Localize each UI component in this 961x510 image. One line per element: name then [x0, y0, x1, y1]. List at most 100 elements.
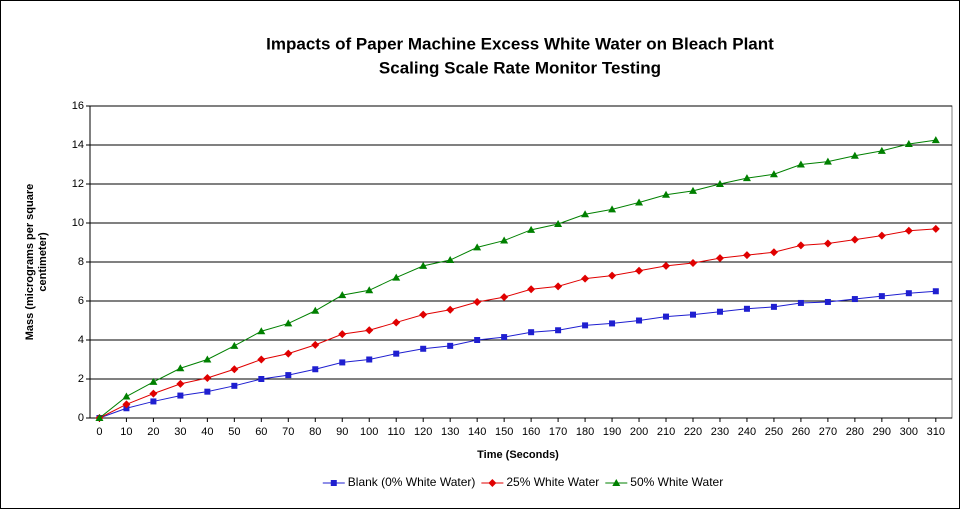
marker	[122, 400, 131, 409]
marker	[257, 355, 266, 364]
marker	[500, 236, 509, 244]
marker	[150, 398, 157, 405]
marker	[393, 350, 400, 357]
marker	[230, 341, 239, 349]
marker	[122, 392, 131, 400]
marker	[904, 140, 913, 148]
x-tick-label: 220	[684, 426, 702, 438]
marker	[284, 319, 293, 327]
marker	[285, 372, 292, 379]
x-tick-label: 240	[738, 426, 756, 438]
marker	[555, 327, 562, 334]
marker	[204, 388, 211, 395]
marker	[312, 366, 319, 373]
x-tick-label: 200	[630, 426, 648, 438]
x-tick-label: 280	[846, 426, 864, 438]
x-tick-label: 250	[765, 426, 783, 438]
marker	[769, 248, 778, 257]
marker	[527, 225, 536, 233]
marker	[662, 261, 671, 270]
x-tick-label: 190	[603, 426, 621, 438]
x-tick-label: 140	[468, 426, 486, 438]
y-tick-label: 14	[72, 139, 84, 151]
marker	[851, 296, 858, 303]
marker	[176, 379, 185, 388]
y-axis-label-line: centimeter)	[37, 232, 49, 292]
marker	[500, 293, 509, 302]
marker	[931, 136, 940, 144]
y-tick-label: 10	[72, 217, 84, 229]
marker	[339, 359, 346, 366]
marker	[473, 297, 482, 306]
marker	[905, 290, 912, 297]
marker	[662, 190, 671, 198]
marker	[823, 239, 832, 248]
marker	[850, 151, 859, 159]
series-line	[99, 139, 936, 419]
x-tick-label: 90	[336, 426, 348, 438]
x-tick-label: 0	[96, 426, 102, 438]
x-tick-label: 290	[873, 426, 891, 438]
legend: Blank (0% White Water) 25% White Water 50%…	[322, 475, 723, 489]
marker	[338, 291, 347, 299]
marker	[203, 374, 212, 383]
x-tick-label: 50	[228, 426, 240, 438]
marker	[769, 170, 778, 178]
marker	[932, 288, 939, 295]
x-tick-label: 170	[549, 426, 567, 438]
marker	[742, 174, 751, 182]
y-axis-label: Mass (micrograms per square centimeter)	[24, 184, 49, 341]
x-tick-label: 210	[657, 426, 675, 438]
marker	[824, 298, 831, 305]
marker	[743, 305, 750, 312]
marker	[311, 306, 320, 314]
marker	[501, 334, 508, 341]
x-tick-label: 260	[792, 426, 810, 438]
marker	[581, 210, 590, 218]
x-tick-label: 70	[282, 426, 294, 438]
marker	[419, 261, 428, 269]
marker	[365, 286, 374, 294]
marker	[878, 293, 885, 300]
marker	[877, 231, 886, 240]
marker	[365, 326, 374, 335]
x-tick-label: 120	[414, 426, 432, 438]
chart-title: Scaling Scale Rate Monitor Testing	[379, 58, 661, 77]
marker	[231, 382, 238, 389]
chart-title: Impacts of Paper Machine Excess White Wa…	[266, 34, 774, 53]
y-axis-label-line: Mass (micrograms per square	[24, 184, 36, 341]
marker	[688, 186, 697, 194]
marker	[554, 282, 563, 291]
marker	[284, 349, 293, 358]
marker	[904, 226, 913, 235]
marker	[716, 308, 723, 315]
y-tick-label: 12	[72, 178, 84, 190]
marker	[177, 392, 184, 399]
marker	[176, 364, 185, 372]
marker	[689, 311, 696, 318]
x-tick-label: 20	[147, 426, 159, 438]
marker	[257, 327, 266, 335]
marker	[149, 389, 158, 398]
marker	[612, 479, 621, 486]
legend-label: 25% White Water	[506, 475, 599, 489]
x-tick-label: 110	[387, 426, 405, 438]
x-tick-label: 30	[174, 426, 186, 438]
x-tick-label: 150	[495, 426, 513, 438]
x-tick-label: 310	[927, 426, 945, 438]
series-line	[99, 290, 936, 419]
marker	[582, 322, 589, 329]
marker	[258, 376, 265, 382]
marker	[474, 337, 481, 343]
marker	[796, 241, 805, 250]
x-tick-label: 100	[360, 426, 378, 438]
y-tick-label: 0	[78, 412, 84, 424]
x-tick-label: 160	[522, 426, 540, 438]
marker	[528, 329, 535, 336]
marker	[608, 205, 617, 213]
marker	[877, 146, 886, 154]
marker	[663, 313, 670, 320]
x-tick-label: 80	[309, 426, 321, 438]
marker	[392, 273, 401, 281]
